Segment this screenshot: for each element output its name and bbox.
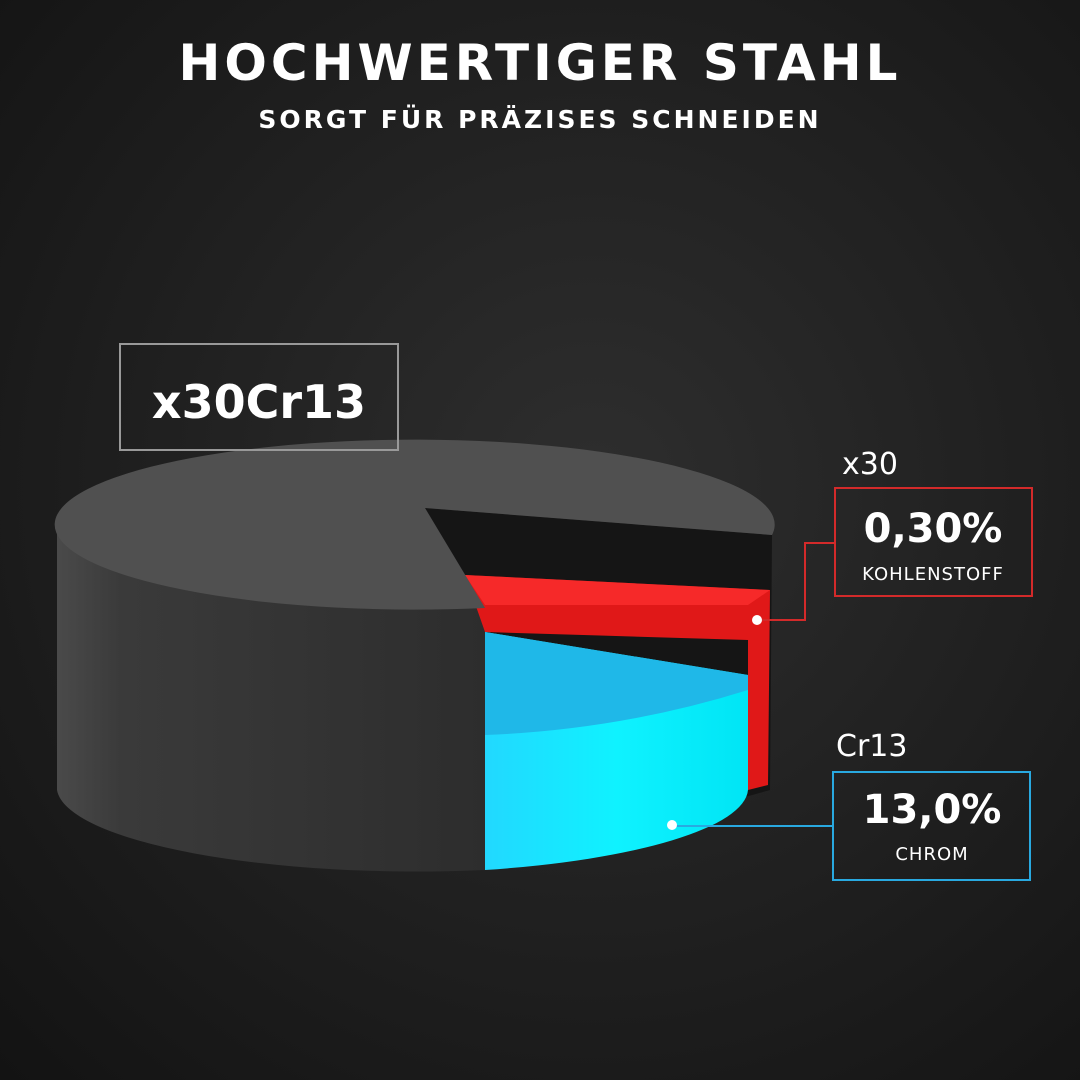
callout-dot (752, 615, 762, 625)
callout-code: Cr13 (836, 729, 907, 764)
chrome-top (485, 632, 748, 735)
title: HOCHWERTIGER STAHL (179, 34, 902, 92)
callout-dot (667, 820, 677, 830)
carbon-highlight (465, 575, 770, 605)
callout-line (757, 542, 835, 621)
cylinder-side (57, 525, 485, 872)
badge-box (119, 343, 399, 451)
callout-code: x30 (842, 447, 898, 482)
carbon-layer (465, 575, 770, 790)
callout-value: 0,30% (864, 506, 1003, 552)
callout-label: KOHLENSTOFF (862, 564, 1004, 585)
callout-value: 13,0% (863, 787, 1002, 833)
pie-illustration (54, 439, 775, 872)
callout-label: CHROM (895, 844, 968, 865)
cylinder-top (54, 439, 775, 610)
badge-label: x30Cr13 (152, 375, 366, 429)
subtitle: SORGT FÜR PRÄZISES SCHNEIDEN (258, 104, 821, 134)
